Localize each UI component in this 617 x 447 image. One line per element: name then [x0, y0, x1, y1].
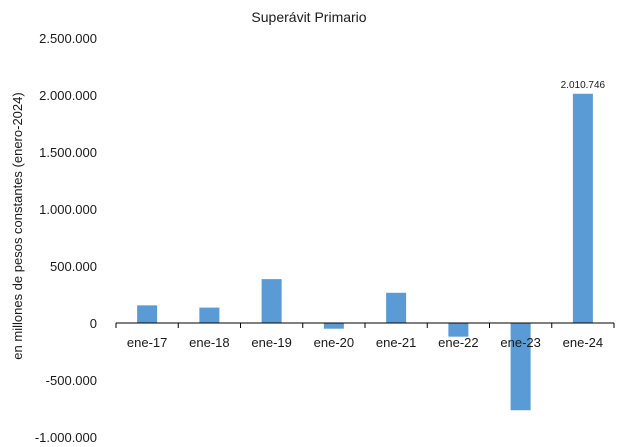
- bar-ene-19: [261, 279, 282, 323]
- bar-ene-17: [137, 305, 158, 323]
- x-tick-label: ene-18: [189, 335, 229, 350]
- x-tick-label: ene-24: [563, 335, 603, 350]
- x-axis-categories: ene-17 ene-18 ene-19 ene-20 ene-21 ene-22 ene-…: [127, 335, 603, 350]
- x-tick-label: ene-22: [438, 335, 478, 350]
- bar-ene-20: [323, 323, 344, 329]
- x-tick-label: ene-21: [376, 335, 416, 350]
- data-label: 2.010.746: [561, 80, 606, 91]
- bars: [137, 93, 593, 411]
- y-tick-label: 0: [90, 316, 97, 331]
- y-tick-label: 2.000.000: [39, 88, 97, 103]
- y-tick-label: -500.000: [46, 373, 97, 388]
- x-tick-label: ene-20: [314, 335, 354, 350]
- bar-ene-24: [572, 93, 593, 323]
- y-tick-label: 1.500.000: [39, 145, 97, 160]
- bar-ene-22: [448, 323, 469, 337]
- data-labels: 2.010.746: [561, 80, 606, 91]
- x-tick-label: ene-19: [251, 335, 291, 350]
- y-tick-label: -1.000.000: [35, 430, 97, 445]
- y-axis-ticks: -1.000.000 -500.000 0 500.000 1.000.000 1.500…: [35, 31, 97, 445]
- y-tick-label: 500.000: [50, 259, 97, 274]
- x-tick-label: ene-23: [500, 335, 540, 350]
- y-tick-label: 1.000.000: [39, 202, 97, 217]
- bar-ene-18: [199, 307, 220, 323]
- bar-ene-21: [386, 292, 407, 323]
- x-axis: [115, 322, 615, 328]
- bar-ene-23: [510, 323, 531, 411]
- chart-title: Superávit Primario: [251, 9, 366, 25]
- y-tick-label: 2.500.000: [39, 31, 97, 46]
- x-tick-label: ene-17: [127, 335, 167, 350]
- y-axis-label: en millones de pesos constantes (enero-2…: [10, 92, 25, 359]
